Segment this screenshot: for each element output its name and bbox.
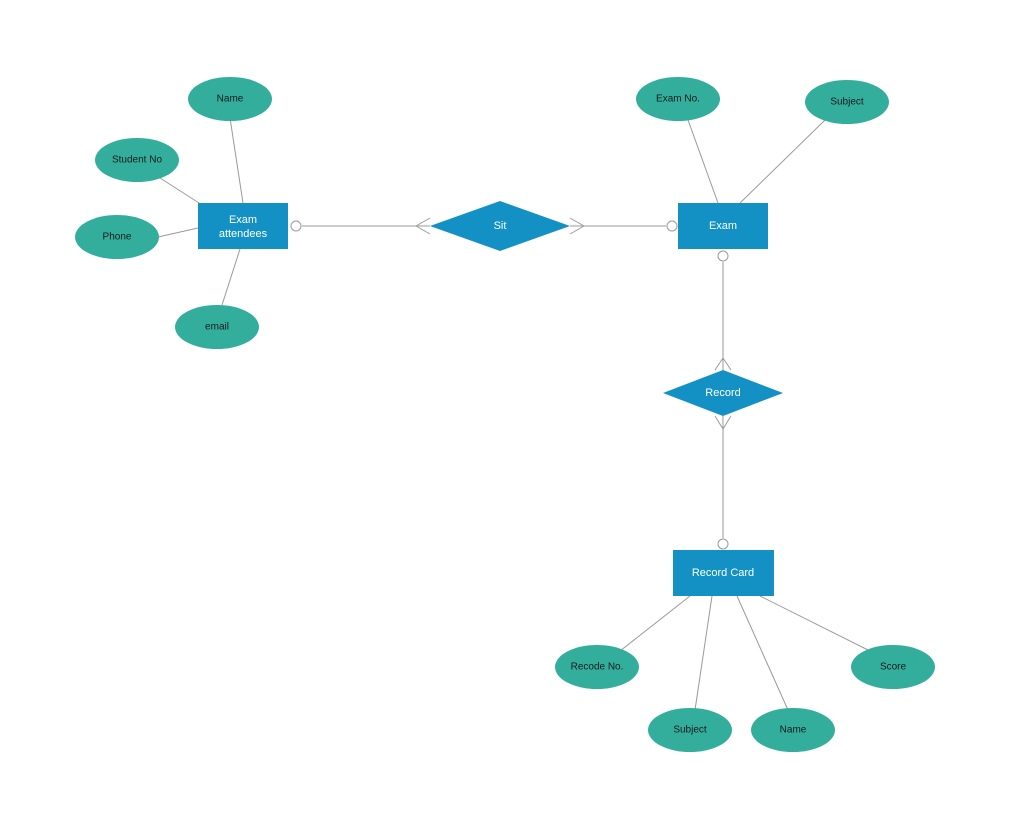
- attr-subject1: Subject: [805, 80, 889, 124]
- edge-subject1: [740, 120, 825, 203]
- er-diagram: Exam attendees Exam Record Card Sit Reco…: [0, 0, 1024, 816]
- entity-exam-attendees: Exam attendees: [198, 203, 288, 249]
- svg-text:Name: Name: [217, 94, 244, 105]
- relationship-record-label: Record: [705, 387, 740, 399]
- svg-text:Name: Name: [780, 725, 807, 736]
- attr-exam-no: Exam No.: [636, 77, 720, 121]
- edge-name1: [230, 118, 243, 203]
- attr-student-no: Student No: [95, 138, 179, 182]
- edge-name2: [737, 596, 788, 710]
- attr-name2: Name: [751, 708, 835, 752]
- svg-text:Phone: Phone: [103, 232, 132, 243]
- entity-record-card: Record Card: [673, 550, 774, 596]
- svg-text:Subject: Subject: [673, 725, 707, 736]
- svg-text:Score: Score: [880, 662, 907, 673]
- edge-recodeno: [620, 596, 690, 651]
- attr-recode-no: Recode No.: [555, 645, 639, 689]
- attr-email: email: [175, 305, 259, 349]
- attr-subject2: Subject: [648, 708, 732, 752]
- relationship-sit: Sit: [430, 201, 570, 251]
- svg-text:Exam No.: Exam No.: [656, 94, 700, 105]
- entity-exam-attendees-label1: Exam: [229, 214, 257, 226]
- entity-exam: Exam: [678, 203, 768, 249]
- attr-name1: Name: [188, 77, 272, 121]
- relationship-edges: [291, 218, 731, 549]
- edge-examno: [688, 120, 718, 203]
- relationship-record: Record: [663, 370, 783, 416]
- edge-phone: [158, 228, 198, 237]
- svg-text:Recode No.: Recode No.: [571, 662, 624, 673]
- svg-text:Student No: Student No: [112, 155, 162, 166]
- attr-phone: Phone: [75, 215, 159, 259]
- attr-score: Score: [851, 645, 935, 689]
- entity-exam-label: Exam: [709, 220, 737, 232]
- svg-text:email: email: [205, 322, 229, 333]
- edge-subject2: [695, 596, 712, 710]
- entity-exam-attendees-label2: attendees: [219, 228, 268, 240]
- relationship-sit-label: Sit: [494, 220, 507, 232]
- edge-score: [760, 596, 870, 651]
- entity-record-card-label: Record Card: [692, 567, 754, 579]
- edge-email: [222, 249, 240, 305]
- svg-text:Subject: Subject: [830, 97, 864, 108]
